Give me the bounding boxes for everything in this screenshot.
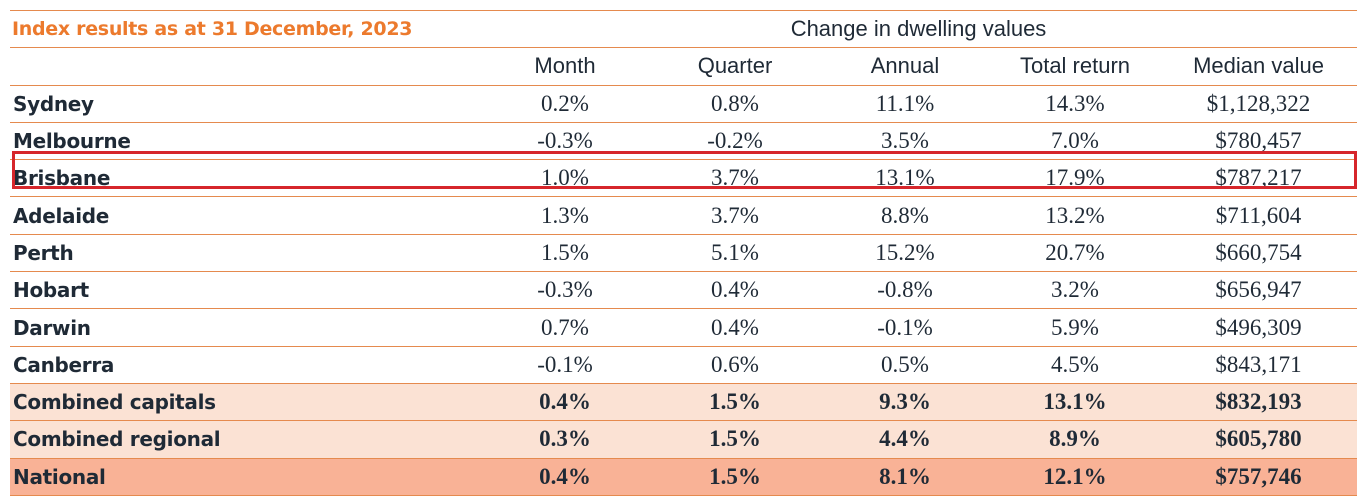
row-label: Sydney [10, 85, 480, 123]
cell-total-return: 14.3% [990, 85, 1160, 123]
table-title-row: Index results as at 31 December, 2023 Ch… [10, 9, 1357, 49]
cell-annual: 11.1% [820, 85, 990, 123]
cell-quarter: -0.2% [650, 122, 820, 161]
cell-month: 1.0% [480, 159, 650, 198]
cell-median-value: $757,746 [1160, 458, 1357, 496]
cell-median-value: $843,171 [1160, 346, 1357, 384]
cell-annual: -0.1% [820, 308, 990, 347]
table-row: Brisbane 1.0% 3.7% 13.1% 17.9% $787,217 [10, 159, 1357, 198]
cell-month: 0.2% [480, 85, 650, 123]
cell-quarter: 1.5% [650, 383, 820, 422]
table-body: Sydney 0.2% 0.8% 11.1% 14.3% $1,128,322 Melbou… [10, 85, 1357, 496]
cell-quarter: 3.7% [650, 196, 820, 235]
cell-median-value: $832,193 [1160, 383, 1357, 422]
cell-annual: 0.5% [820, 346, 990, 384]
row-label: Combined regional [10, 420, 480, 459]
cell-median-value: $496,309 [1160, 308, 1357, 347]
row-label: Canberra [10, 346, 480, 384]
table-row: Hobart -0.3% 0.4% -0.8% 3.2% $656,947 [10, 271, 1357, 310]
cell-annual: 4.4% [820, 420, 990, 459]
cell-annual: 8.8% [820, 196, 990, 235]
cell-total-return: 12.1% [990, 458, 1160, 496]
cell-total-return: 7.0% [990, 122, 1160, 161]
cell-annual: 13.1% [820, 159, 990, 198]
row-label: Hobart [10, 271, 480, 310]
cell-month: 0.3% [480, 420, 650, 459]
column-header-annual: Annual [820, 47, 990, 86]
row-label: Brisbane [10, 159, 480, 198]
cell-total-return: 3.2% [990, 271, 1160, 310]
cell-annual: 15.2% [820, 234, 990, 273]
cell-annual: 9.3% [820, 383, 990, 422]
cell-total-return: 8.9% [990, 420, 1160, 459]
row-label: Melbourne [10, 122, 480, 161]
table-title: Index results as at 31 December, 2023 [10, 9, 480, 49]
cell-total-return: 17.9% [990, 159, 1160, 198]
cell-annual: 8.1% [820, 458, 990, 496]
table-row: Adelaide 1.3% 3.7% 8.8% 13.2% $711,604 [10, 196, 1357, 235]
cell-quarter: 1.5% [650, 458, 820, 496]
cell-total-return: 13.1% [990, 383, 1160, 422]
row-label: Darwin [10, 308, 480, 347]
cell-total-return: 13.2% [990, 196, 1160, 235]
cell-month: 1.5% [480, 234, 650, 273]
table-row: National 0.4% 1.5% 8.1% 12.1% $757,746 [10, 458, 1357, 496]
cell-annual: -0.8% [820, 271, 990, 310]
index-results-table: Index results as at 31 December, 2023 Ch… [10, 9, 1357, 496]
cell-median-value: $656,947 [1160, 271, 1357, 310]
cell-month: 0.4% [480, 458, 650, 496]
cell-quarter: 1.5% [650, 420, 820, 459]
table-row: Darwin 0.7% 0.4% -0.1% 5.9% $496,309 [10, 308, 1357, 347]
cell-median-value: $780,457 [1160, 122, 1357, 161]
cell-month: -0.3% [480, 122, 650, 161]
cell-total-return: 4.5% [990, 346, 1160, 384]
row-label: National [10, 458, 480, 496]
column-header-total-return: Total return [990, 47, 1160, 86]
cell-month: 0.7% [480, 308, 650, 347]
table-row: Combined capitals 0.4% 1.5% 9.3% 13.1% $832,1… [10, 383, 1357, 422]
row-label: Combined capitals [10, 383, 480, 422]
row-label-header [10, 47, 480, 86]
cell-median-value: $1,128,322 [1160, 85, 1357, 123]
cell-month: 0.4% [480, 383, 650, 422]
cell-quarter: 3.7% [650, 159, 820, 198]
cell-median-value: $605,780 [1160, 420, 1357, 459]
cell-quarter: 5.1% [650, 234, 820, 273]
cell-median-value: $787,217 [1160, 159, 1357, 198]
cell-quarter: 0.4% [650, 308, 820, 347]
column-header-month: Month [480, 47, 650, 86]
column-header-quarter: Quarter [650, 47, 820, 86]
table-row: Perth 1.5% 5.1% 15.2% 20.7% $660,754 [10, 234, 1357, 273]
cell-annual: 3.5% [820, 122, 990, 161]
row-label: Adelaide [10, 196, 480, 235]
column-header-median-value: Median value [1160, 47, 1357, 86]
table-row: Combined regional 0.3% 1.5% 4.4% 8.9% $605,78… [10, 420, 1357, 459]
cell-total-return: 5.9% [990, 308, 1160, 347]
cell-quarter: 0.4% [650, 271, 820, 310]
table-row: Melbourne -0.3% -0.2% 3.5% 7.0% $780,457 [10, 122, 1357, 161]
cell-total-return: 20.7% [990, 234, 1160, 273]
cell-quarter: 0.8% [650, 85, 820, 123]
table-row: Canberra -0.1% 0.6% 0.5% 4.5% $843,171 [10, 346, 1357, 384]
cell-month: -0.3% [480, 271, 650, 310]
cell-month: 1.3% [480, 196, 650, 235]
cell-median-value: $660,754 [1160, 234, 1357, 273]
cell-quarter: 0.6% [650, 346, 820, 384]
cell-month: -0.1% [480, 346, 650, 384]
cell-median-value: $711,604 [1160, 196, 1357, 235]
index-results-table-wrapper: Index results as at 31 December, 2023 Ch… [10, 9, 1360, 496]
row-label: Perth [10, 234, 480, 273]
table-row: Sydney 0.2% 0.8% 11.1% 14.3% $1,128,322 [10, 85, 1357, 123]
group-header: Change in dwelling values [480, 9, 1357, 49]
column-header-row: Month Quarter Annual Total return Median… [10, 47, 1357, 86]
